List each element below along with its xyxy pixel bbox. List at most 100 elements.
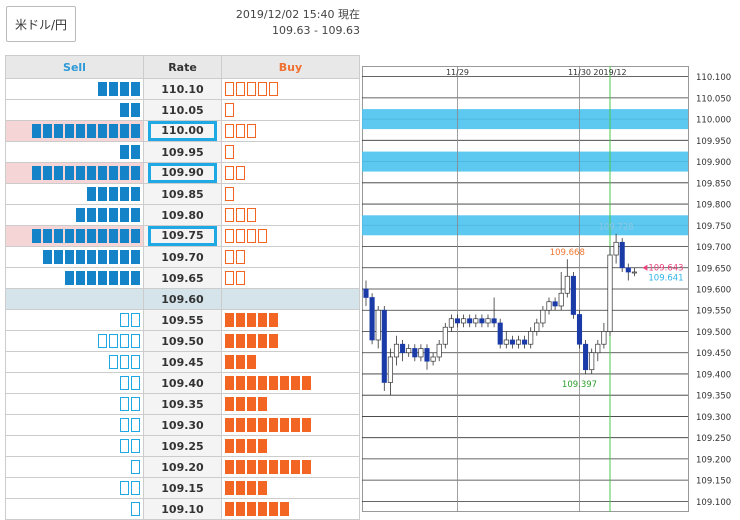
rate-label: 110.10 — [161, 82, 204, 96]
order-book-row: 109.30 — [5, 414, 360, 436]
buy-order-block — [225, 187, 234, 201]
sell-position-block — [76, 124, 85, 138]
sell-position-block — [120, 124, 129, 138]
sell-volume-cell — [5, 162, 144, 184]
buy-volume-cell — [221, 477, 360, 499]
rate-cell: 110.10 — [143, 78, 222, 100]
y-tick-label: 109.600 — [696, 286, 731, 296]
candle-up — [375, 309, 381, 341]
y-tick-label: 109.450 — [696, 349, 731, 359]
candle-down — [619, 241, 625, 269]
rate-label: 109.70 — [161, 250, 204, 264]
buy-position-block — [302, 376, 311, 390]
buy-position-block — [225, 397, 234, 411]
sell-position-block — [32, 166, 41, 180]
buy-volume-cell — [221, 141, 360, 163]
sell-position-block — [76, 229, 85, 243]
date-label: 2019/12 — [593, 68, 626, 77]
sell-position-block — [32, 124, 41, 138]
sell-volume-cell — [5, 309, 144, 331]
sell-position-block — [87, 208, 96, 222]
order-book-row: 109.50 — [5, 330, 360, 352]
sell-position-block — [120, 271, 129, 285]
buy-position-block — [269, 418, 278, 432]
candle-up — [607, 254, 613, 332]
candle-up — [406, 348, 412, 354]
sell-position-block — [76, 271, 85, 285]
rate-cell: 109.55 — [143, 309, 222, 331]
buy-order-block — [247, 124, 256, 138]
buy-volume-cell — [221, 393, 360, 415]
y-tick-label: 109.550 — [696, 307, 731, 317]
buy-position-block — [291, 460, 300, 474]
sell-position-block — [87, 229, 96, 243]
rate-label: 109.75 — [148, 226, 217, 246]
buy-position-block — [236, 481, 245, 495]
sell-position-block — [43, 250, 52, 264]
sell-order-block — [120, 418, 129, 432]
rate-label: 110.00 — [148, 121, 217, 141]
buy-order-block — [247, 82, 256, 96]
buy-order-block — [247, 229, 256, 243]
order-book-row: 109.15 — [5, 477, 360, 499]
buy-volume-cell — [221, 183, 360, 205]
candle-down — [625, 267, 631, 273]
sell-position-block — [98, 271, 107, 285]
buy-position-block — [258, 397, 267, 411]
sell-position-block — [120, 82, 129, 96]
sell-order-block — [120, 313, 129, 327]
sell-position-block — [109, 250, 118, 264]
sell-order-block — [120, 376, 129, 390]
sell-volume-cell — [5, 477, 144, 499]
price-range-label: 109.63 - 109.63 — [272, 24, 360, 37]
sell-position-block — [43, 166, 52, 180]
buy-position-block — [247, 460, 256, 474]
sell-order-block — [109, 334, 118, 348]
sell-volume-cell — [5, 246, 144, 268]
buy-position-block — [236, 439, 245, 453]
sell-position-block — [131, 271, 140, 285]
sell-position-block — [87, 166, 96, 180]
rate-label: 109.10 — [161, 502, 204, 516]
buy-position-block — [247, 397, 256, 411]
sell-position-block — [120, 145, 129, 159]
sell-order-block — [120, 355, 129, 369]
rate-cell: 109.65 — [143, 267, 222, 289]
price-annotation: 109.668 — [550, 248, 585, 258]
rate-label: 109.20 — [161, 460, 204, 474]
resistance-band — [362, 109, 688, 130]
sell-position-block — [76, 208, 85, 222]
sell-position-block — [131, 145, 140, 159]
sell-position-block — [109, 208, 118, 222]
buy-position-block — [236, 460, 245, 474]
buy-position-block — [247, 481, 256, 495]
buy-order-block — [258, 82, 267, 96]
sell-position-block — [65, 271, 74, 285]
y-tick-label: 109.150 — [696, 477, 731, 487]
rate-cell: 109.20 — [143, 456, 222, 478]
sell-position-block — [120, 103, 129, 117]
buy-volume-cell — [221, 267, 360, 289]
buy-order-block — [236, 271, 245, 285]
candle-up — [534, 322, 540, 332]
sell-position-block — [76, 250, 85, 264]
candle-down — [570, 275, 576, 315]
y-tick-label: 109.500 — [696, 328, 731, 338]
buy-position-block — [269, 460, 278, 474]
rate-cell: 109.35 — [143, 393, 222, 415]
sell-position-block — [109, 166, 118, 180]
rate-label: 109.55 — [161, 313, 204, 327]
buy-position-block — [236, 376, 245, 390]
y-tick-label: 109.850 — [696, 179, 731, 189]
buy-order-block — [236, 229, 245, 243]
order-book-row: 109.85 — [5, 183, 360, 205]
rate-cell: 109.45 — [143, 351, 222, 373]
rate-cell: 109.80 — [143, 204, 222, 226]
currency-pair-button[interactable]: 米ドル/円 — [6, 6, 76, 42]
sell-position-block — [54, 124, 63, 138]
candle-down — [522, 339, 528, 345]
buy-volume-cell — [221, 309, 360, 331]
buy-position-block — [258, 376, 267, 390]
candle-up — [546, 301, 552, 311]
sell-order-block — [131, 313, 140, 327]
